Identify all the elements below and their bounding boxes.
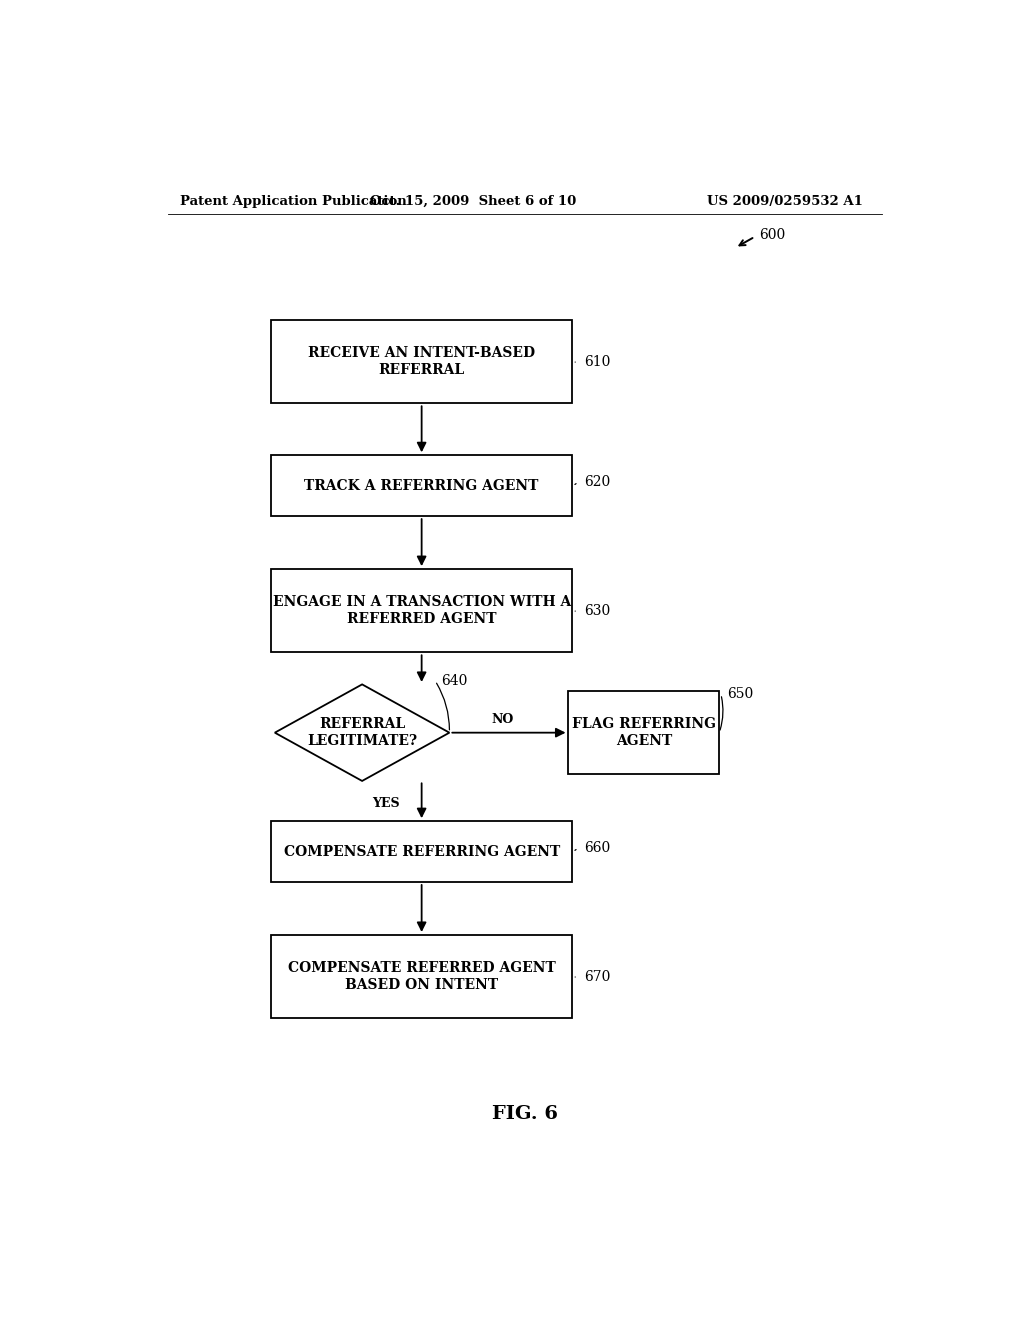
Text: YES: YES <box>372 797 399 810</box>
Bar <box>270 935 572 1018</box>
Text: Oct. 15, 2009  Sheet 6 of 10: Oct. 15, 2009 Sheet 6 of 10 <box>370 194 577 207</box>
Text: COMPENSATE REFERRING AGENT: COMPENSATE REFERRING AGENT <box>284 845 560 858</box>
Text: NO: NO <box>492 713 514 726</box>
Text: FLAG REFERRING
AGENT: FLAG REFERRING AGENT <box>571 717 716 748</box>
Text: 600: 600 <box>759 227 785 242</box>
Bar <box>568 690 719 775</box>
Bar <box>270 569 572 652</box>
Text: RECEIVE AN INTENT-BASED
REFERRAL: RECEIVE AN INTENT-BASED REFERRAL <box>308 346 536 378</box>
Text: TRACK A REFERRING AGENT: TRACK A REFERRING AGENT <box>304 479 539 492</box>
Text: 640: 640 <box>441 673 468 688</box>
Bar <box>270 319 572 404</box>
Text: REFERRAL
LEGITIMATE?: REFERRAL LEGITIMATE? <box>307 717 417 748</box>
Text: 670: 670 <box>585 970 610 983</box>
Text: COMPENSATE REFERRED AGENT
BASED ON INTENT: COMPENSATE REFERRED AGENT BASED ON INTEN… <box>288 961 555 993</box>
Text: US 2009/0259532 A1: US 2009/0259532 A1 <box>708 194 863 207</box>
Text: 650: 650 <box>727 686 754 701</box>
Text: 610: 610 <box>585 355 610 368</box>
Polygon shape <box>274 684 450 781</box>
Bar <box>270 821 572 882</box>
Bar <box>270 455 572 516</box>
Text: ENGAGE IN A TRANSACTION WITH A
REFERRED AGENT: ENGAGE IN A TRANSACTION WITH A REFERRED … <box>272 595 570 627</box>
Text: 660: 660 <box>585 841 610 854</box>
Text: FIG. 6: FIG. 6 <box>492 1105 558 1123</box>
Text: 630: 630 <box>585 603 610 618</box>
Text: Patent Application Publication: Patent Application Publication <box>179 194 407 207</box>
Text: 620: 620 <box>585 475 610 488</box>
